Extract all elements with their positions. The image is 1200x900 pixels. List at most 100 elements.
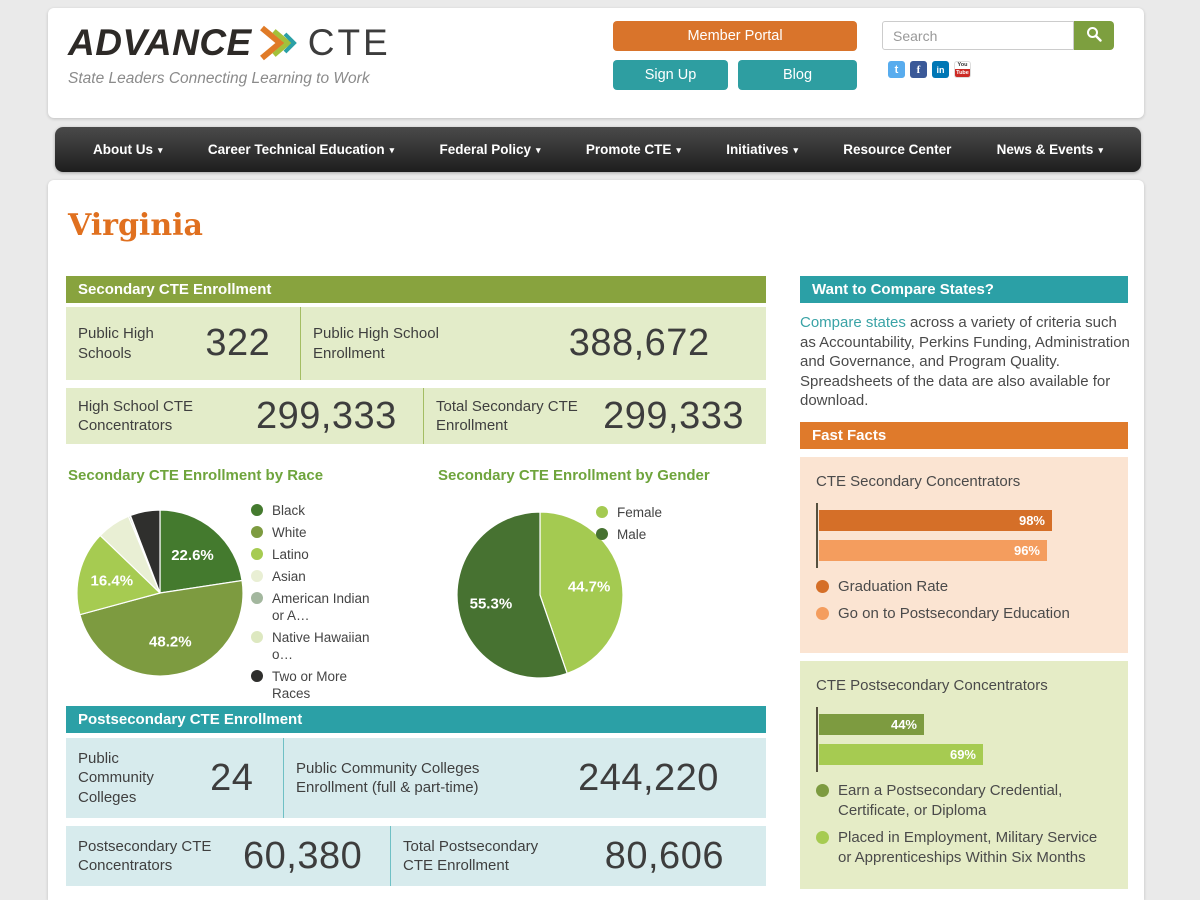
legend-dot-icon <box>596 506 608 518</box>
gender-chart-title: Secondary CTE Enrollment by Gender <box>438 467 710 484</box>
stat-cell-public-community-colleges: Public Community Colleges 24 <box>66 738 283 818</box>
stat-label: Total Postsecondary CTE Enrollment <box>403 837 539 875</box>
nav-item-initiatives[interactable]: Initiatives ▾ <box>726 142 798 157</box>
nav-item-resource-center[interactable]: Resource Center <box>843 142 952 157</box>
bar-value-label: 98% <box>1018 513 1045 528</box>
pie-slice-female <box>539 511 624 675</box>
compare-states-body: across a variety of criteria such as Acc… <box>800 314 1130 409</box>
stat-label: Public High School Enrollment <box>313 325 439 362</box>
stat-value: 299,333 <box>603 394 745 437</box>
legend-label: Graduation Rate <box>838 578 949 595</box>
nav-item-news-events[interactable]: News & Events ▾ <box>996 142 1103 157</box>
stat-cell-total-secondary-cte-enrollment: Total Secondary CTE Enrollment 299,333 <box>423 388 766 444</box>
pie-slice-label: 22.6% <box>171 547 214 564</box>
stat-value: 244,220 <box>578 756 719 799</box>
legend-item-two-or-more-races: Two or More Races <box>251 668 383 702</box>
fast-facts-header: Fast Facts <box>800 422 1128 449</box>
legend-item-female: Female <box>596 504 716 521</box>
search-icon <box>1086 26 1102 45</box>
chevron-down-icon: ▾ <box>158 145 163 155</box>
legend-dot-icon <box>816 784 829 797</box>
fast-facts-postsecondary-card: CTE Postsecondary Concentrators 44% 69% Ear… <box>800 661 1128 889</box>
legend-dot-icon <box>816 607 829 620</box>
nav-item-about-us[interactable]: About Us ▾ <box>93 142 163 157</box>
legend-label: American Indian or A… <box>272 591 370 623</box>
stat-label: Public High Schools <box>78 325 154 362</box>
bar-chart: 98% 96% <box>816 503 1128 568</box>
logo-cte-text: CTE <box>307 22 391 63</box>
pie-slice-label: 44.7% <box>568 579 611 596</box>
search-bar <box>882 21 1114 50</box>
bar-value-label: 69% <box>949 747 976 762</box>
pie-slice-two-or-more-races <box>129 509 161 594</box>
stat-value: 60,380 <box>243 834 363 877</box>
social-icons: t f in You Tube <box>888 61 971 78</box>
legend-label: Black <box>272 503 306 518</box>
stat-label: Public Community Colleges <box>78 749 154 806</box>
bar-value-label: 44% <box>890 717 917 732</box>
pie-slice-label: 16.4% <box>91 573 134 590</box>
legend-label: Female <box>617 505 663 520</box>
gender-pie-chart: 44.7% 55.3% <box>455 510 625 680</box>
stat-cell-public-community-colleges-enrollment-full-part-time: Public Community Colleges Enrollment (fu… <box>283 738 766 818</box>
logo-tagline: State Leaders Connecting Learning to Wor… <box>68 70 370 87</box>
postsecondary-stats-row-1: Public Community Colleges 24 Public Commun… <box>66 738 766 818</box>
twitter-icon[interactable]: t <box>888 61 905 78</box>
bar-go-on-to-postsecondary-education: 96% <box>819 540 1047 561</box>
stat-value: 299,333 <box>255 394 397 437</box>
stat-value: 80,606 <box>604 834 724 877</box>
youtube-icon[interactable]: You Tube <box>954 61 971 78</box>
secondary-stats-row-2: High School CTE Concentrators 299,333 Tota… <box>66 388 766 444</box>
legend-item-placed-in-employment-military-service-or-apprenticeships-within-six-months: Placed in Employment, Military Service o… <box>816 828 1112 868</box>
nav-item-promote-cte[interactable]: Promote CTE ▾ <box>585 142 681 157</box>
secondary-stats-row-1: Public High Schools 322 Public High School… <box>66 307 766 380</box>
blog-button[interactable]: Blog <box>738 60 857 90</box>
member-portal-button[interactable]: Member Portal <box>613 21 857 51</box>
legend-label: Two or More Races <box>272 669 348 701</box>
search-input[interactable] <box>882 21 1074 50</box>
chevron-down-icon: ▾ <box>389 145 395 155</box>
compare-states-header: Want to Compare States? <box>800 276 1128 303</box>
linkedin-icon[interactable]: in <box>932 61 949 78</box>
pie-slice-latino <box>76 534 162 616</box>
stat-value: 322 <box>205 322 271 364</box>
legend-item-latino: Latino <box>251 546 383 563</box>
logo-advance-text: ADVANCE <box>68 22 252 63</box>
facebook-icon[interactable]: f <box>910 61 927 78</box>
secondary-section-header: Secondary CTE Enrollment <box>66 276 766 303</box>
stat-label: High School CTE Concentrators <box>78 397 194 435</box>
fast-facts-secondary-card: CTE Secondary Concentrators 98% 96% Graduat… <box>800 457 1128 653</box>
legend-item-earn-a-postsecondary-credential-certificate-or-diploma: Earn a Postsecondary Credential, Certifi… <box>816 781 1112 821</box>
bar-chart-legend: Earn a Postsecondary Credential, Certifi… <box>816 781 1112 868</box>
chevron-down-icon: ▾ <box>536 145 541 155</box>
sign-up-button[interactable]: Sign Up <box>613 60 728 90</box>
pie-slice-white <box>79 579 244 677</box>
stat-label: Total Secondary CTE Enrollment <box>436 397 578 435</box>
fast-facts-card-title: CTE Secondary Concentrators <box>816 473 1021 490</box>
site-logo[interactable]: ADVANCE CTE State Leaders Connecting Lea… <box>68 22 391 88</box>
search-button[interactable] <box>1074 21 1114 50</box>
legend-item-graduation-rate: Graduation Rate <box>816 577 1112 597</box>
compare-states-link[interactable]: Compare states <box>800 314 906 331</box>
stat-label: Postsecondary CTE Concentrators <box>78 837 212 875</box>
bar-chart: 44% 69% <box>816 707 1128 772</box>
legend-dot-icon <box>251 592 263 604</box>
legend-dot-icon <box>596 528 608 540</box>
bar-placed-in-employment-military-service-or-apprenticeships-within-six-months: 69% <box>819 744 983 765</box>
stat-value: 24 <box>210 756 254 799</box>
legend-label: Male <box>617 527 647 542</box>
bar-chart-legend: Graduation Rate Go on to Postsecondary Ed… <box>816 577 1112 624</box>
nav-item-career-technical-education[interactable]: Career Technical Education ▾ <box>207 142 395 157</box>
postsecondary-section-header: Postsecondary CTE Enrollment <box>66 706 766 733</box>
legend-item-asian: Asian <box>251 568 383 585</box>
stat-value: 388,672 <box>568 322 710 364</box>
stat-cell-high-school-cte-concentrators: High School CTE Concentrators 299,333 <box>66 388 423 444</box>
nav-item-federal-policy[interactable]: Federal Policy ▾ <box>439 142 541 157</box>
legend-item-black: Black <box>251 502 383 519</box>
site-header: ADVANCE CTE State Leaders Connecting Lea… <box>48 8 1144 118</box>
race-pie-legend: Black White Latino Asian American Indian or … <box>251 502 383 707</box>
legend-item-american-indian-or-a: American Indian or A… <box>251 590 383 624</box>
bar-earn-a-postsecondary-credential-certificate-or-diploma: 44% <box>819 714 924 735</box>
bar-value-label: 96% <box>1013 543 1040 558</box>
pie-slice-label: 48.2% <box>149 634 192 651</box>
